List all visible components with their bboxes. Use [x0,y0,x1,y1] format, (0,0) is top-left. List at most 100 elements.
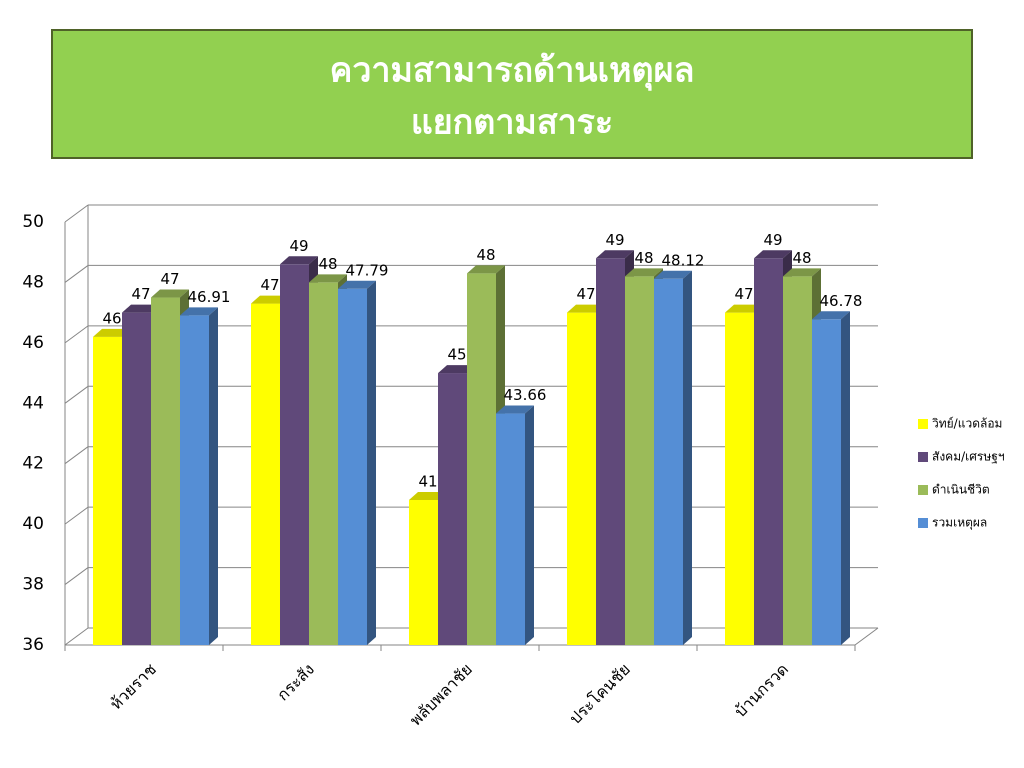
data-label: 47 [576,285,595,303]
bar [251,303,280,645]
data-label: 48 [476,246,495,264]
bar-side [683,270,692,645]
grid-line [64,627,89,646]
data-label: 48 [318,255,337,273]
chart-title: แยกตามสาระ [411,103,613,143]
bar [812,319,841,645]
bar [93,336,122,645]
legend-label: สังคม/เศรษฐฯ [932,450,1005,464]
bar-top [654,270,692,279]
bar-top [467,265,505,274]
bar-top [309,274,347,283]
bar-side [209,307,218,645]
bar [180,315,209,645]
bar [409,499,438,645]
bar-top [783,268,821,277]
grid-line [64,204,89,223]
x-tick-label: พลับพลาชัย [406,660,476,730]
bar [754,258,783,645]
bar [280,264,309,645]
bar [122,312,151,645]
bar [725,312,754,645]
data-label: 43.66 [504,386,547,404]
bar [438,373,467,645]
y-tick-label: 36 [22,635,44,655]
bar [496,413,525,645]
x-tick-label: ประโคนชัย [566,660,634,728]
y-tick-label: 38 [22,575,44,595]
data-label: 47 [131,285,150,303]
bar [467,273,496,645]
bar [654,278,683,645]
bar [783,276,812,645]
data-label: 48 [792,249,811,267]
y-tick-label: 44 [22,393,44,413]
bar [338,288,367,645]
legend-swatch [918,452,928,462]
data-label: 49 [289,237,308,255]
bar-top [251,295,289,304]
bar-top [280,256,318,265]
bar-top [409,491,447,500]
bar-top [93,328,131,337]
y-tick-label: 50 [22,212,44,232]
bar-top [812,311,850,320]
bar-side [525,405,534,645]
bar-top [754,250,792,259]
data-label: 46 [102,309,121,327]
data-label: 46.78 [820,292,863,310]
data-label: 48 [634,249,653,267]
legend-swatch [918,518,928,528]
bar-top [725,304,763,313]
legend-label: รวมเหตุผล [932,516,987,531]
data-label: 46.91 [188,288,231,306]
grid-line [64,385,89,404]
legend-label: วิทย์/แวดล้อม [932,417,1003,431]
y-tick-label: 40 [22,514,44,534]
floor-edge [854,627,879,646]
data-label: 48.12 [662,251,705,269]
bar-top [338,280,376,289]
chart-title: ความสามารถด้านเหตุผล [330,51,695,92]
bar [625,276,654,645]
data-label: 49 [605,231,624,249]
bar [151,297,180,645]
grid-line [64,446,89,465]
grid-line [64,567,89,585]
x-tick-label: ห้วยราช [106,659,160,713]
y-tick-label: 46 [22,333,44,353]
y-tick-label: 48 [22,272,44,292]
bar [309,282,338,645]
bar-side [367,280,376,645]
x-tick-label: บ้านกรวด [731,660,792,721]
bar-top [180,307,218,316]
y-tick-label: 42 [22,454,44,474]
grid-line [64,325,89,344]
title-box [51,29,973,159]
data-label: 47 [734,285,753,303]
data-label: 45 [447,346,466,364]
x-tick-label: กระสัง [273,660,318,705]
bar-top [122,304,160,313]
bar-top [596,250,634,259]
legend-swatch [918,419,928,429]
data-label: 47 [260,276,279,294]
data-label: 49 [763,231,782,249]
bar-side [841,311,850,645]
bar-top [151,289,189,298]
data-label: 47 [160,270,179,288]
bar-top [438,365,476,374]
bar-top [625,268,663,277]
bar [596,258,625,645]
bar [567,312,596,645]
data-label: 41 [418,472,437,490]
legend-label: ดำเนินชีวิต [932,483,990,497]
data-label: 47.79 [346,261,389,279]
grid-line [64,265,89,283]
grid-line [64,506,89,525]
bar-top [567,304,605,313]
bar-top [496,405,534,414]
legend-swatch [918,485,928,495]
